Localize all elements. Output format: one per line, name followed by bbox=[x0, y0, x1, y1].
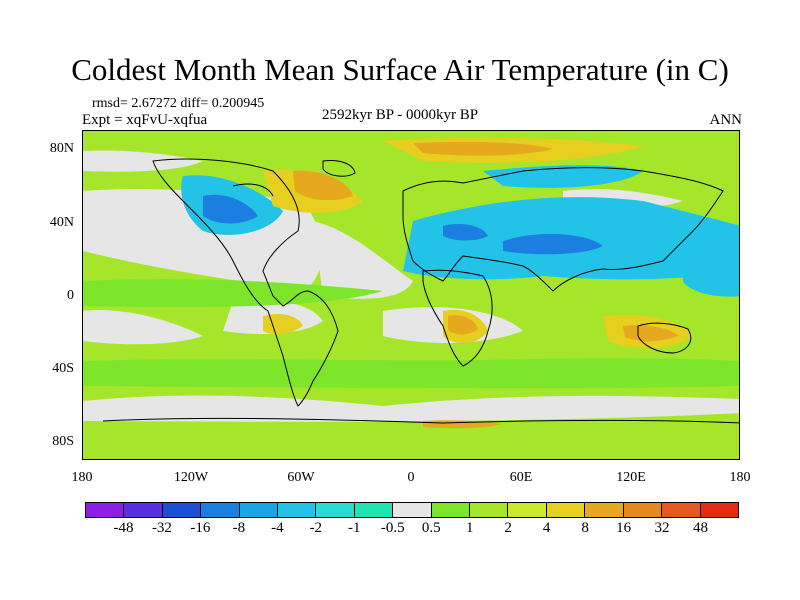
colorbar-swatch bbox=[662, 503, 701, 517]
colorbar-swatch bbox=[585, 503, 624, 517]
colorbar-swatch bbox=[86, 503, 125, 517]
colorbar-swatch bbox=[470, 503, 509, 517]
lon-label-0: 0 bbox=[407, 470, 415, 485]
lon-label-180e: 180 bbox=[729, 470, 751, 485]
colorbar-swatch bbox=[508, 503, 547, 517]
colorbar-label: -1 bbox=[348, 520, 361, 536]
colorbar-label: 16 bbox=[616, 520, 632, 536]
colorbar-swatch bbox=[354, 503, 394, 517]
lon-label-60e: 60E bbox=[509, 470, 533, 485]
period-text: 2592kyr BP - 0000kyr BP bbox=[322, 107, 479, 123]
colorbar-swatch bbox=[623, 503, 663, 517]
coastlines bbox=[102, 158, 739, 424]
colorbar-label: -0.5 bbox=[380, 520, 405, 536]
lon-label-60w: 60W bbox=[287, 470, 315, 485]
lat-label-40s: 40S bbox=[52, 361, 74, 376]
colorbar-swatch bbox=[546, 503, 586, 517]
colorbar-swatch bbox=[239, 503, 279, 517]
colorbar-label: -16 bbox=[190, 520, 211, 536]
colorbar-label: 32 bbox=[654, 520, 670, 536]
season-text: ANN bbox=[709, 112, 743, 128]
colorbar-swatch bbox=[393, 503, 432, 517]
colorbar-label: -48 bbox=[113, 520, 134, 536]
colorbar-label: 1 bbox=[465, 520, 474, 536]
colorbar-label: -2 bbox=[309, 520, 323, 536]
colorbar-label: -32 bbox=[151, 520, 172, 536]
colorbar-label: 4 bbox=[542, 520, 551, 536]
lat-label-40n: 40N bbox=[49, 215, 74, 230]
colorbar-swatch bbox=[700, 503, 738, 517]
colorbar-label: -4 bbox=[271, 520, 284, 536]
colorbar bbox=[85, 502, 739, 518]
lat-label-80s: 80S bbox=[52, 434, 74, 449]
lat-label-80n: 80N bbox=[49, 141, 74, 156]
map-title: Coldest Month Mean Surface Air Temperatu… bbox=[71, 52, 729, 87]
colorbar-label: 48 bbox=[693, 520, 709, 536]
colorbar-swatch bbox=[162, 503, 202, 517]
colorbar-swatch bbox=[201, 503, 240, 517]
colorbar-swatch bbox=[124, 503, 163, 517]
colorbar-label: 0.5 bbox=[421, 520, 441, 536]
colorbar-label: 2 bbox=[504, 520, 512, 536]
temperature-map bbox=[82, 130, 740, 460]
colorbar-swatch bbox=[316, 503, 355, 517]
experiment-text: Expt = xqFvU-xqfua bbox=[82, 112, 208, 128]
colorbar-label: -8 bbox=[232, 520, 246, 536]
hot-zones bbox=[293, 141, 678, 429]
lat-label-0: 0 bbox=[67, 288, 74, 303]
lon-label-120e: 120E bbox=[616, 470, 646, 485]
mild-zones bbox=[83, 279, 739, 389]
colorbar-swatch bbox=[431, 503, 471, 517]
stats-text: rmsd= 2.67272 diff= 0.200945 bbox=[92, 96, 265, 111]
colorbar-swatch bbox=[278, 503, 317, 517]
colorbar-label: 8 bbox=[581, 520, 589, 536]
lon-label-120w: 120W bbox=[173, 470, 209, 485]
map-canvas bbox=[83, 131, 739, 459]
cold-zones bbox=[203, 194, 603, 255]
lon-label-180w: 180 bbox=[71, 470, 93, 485]
